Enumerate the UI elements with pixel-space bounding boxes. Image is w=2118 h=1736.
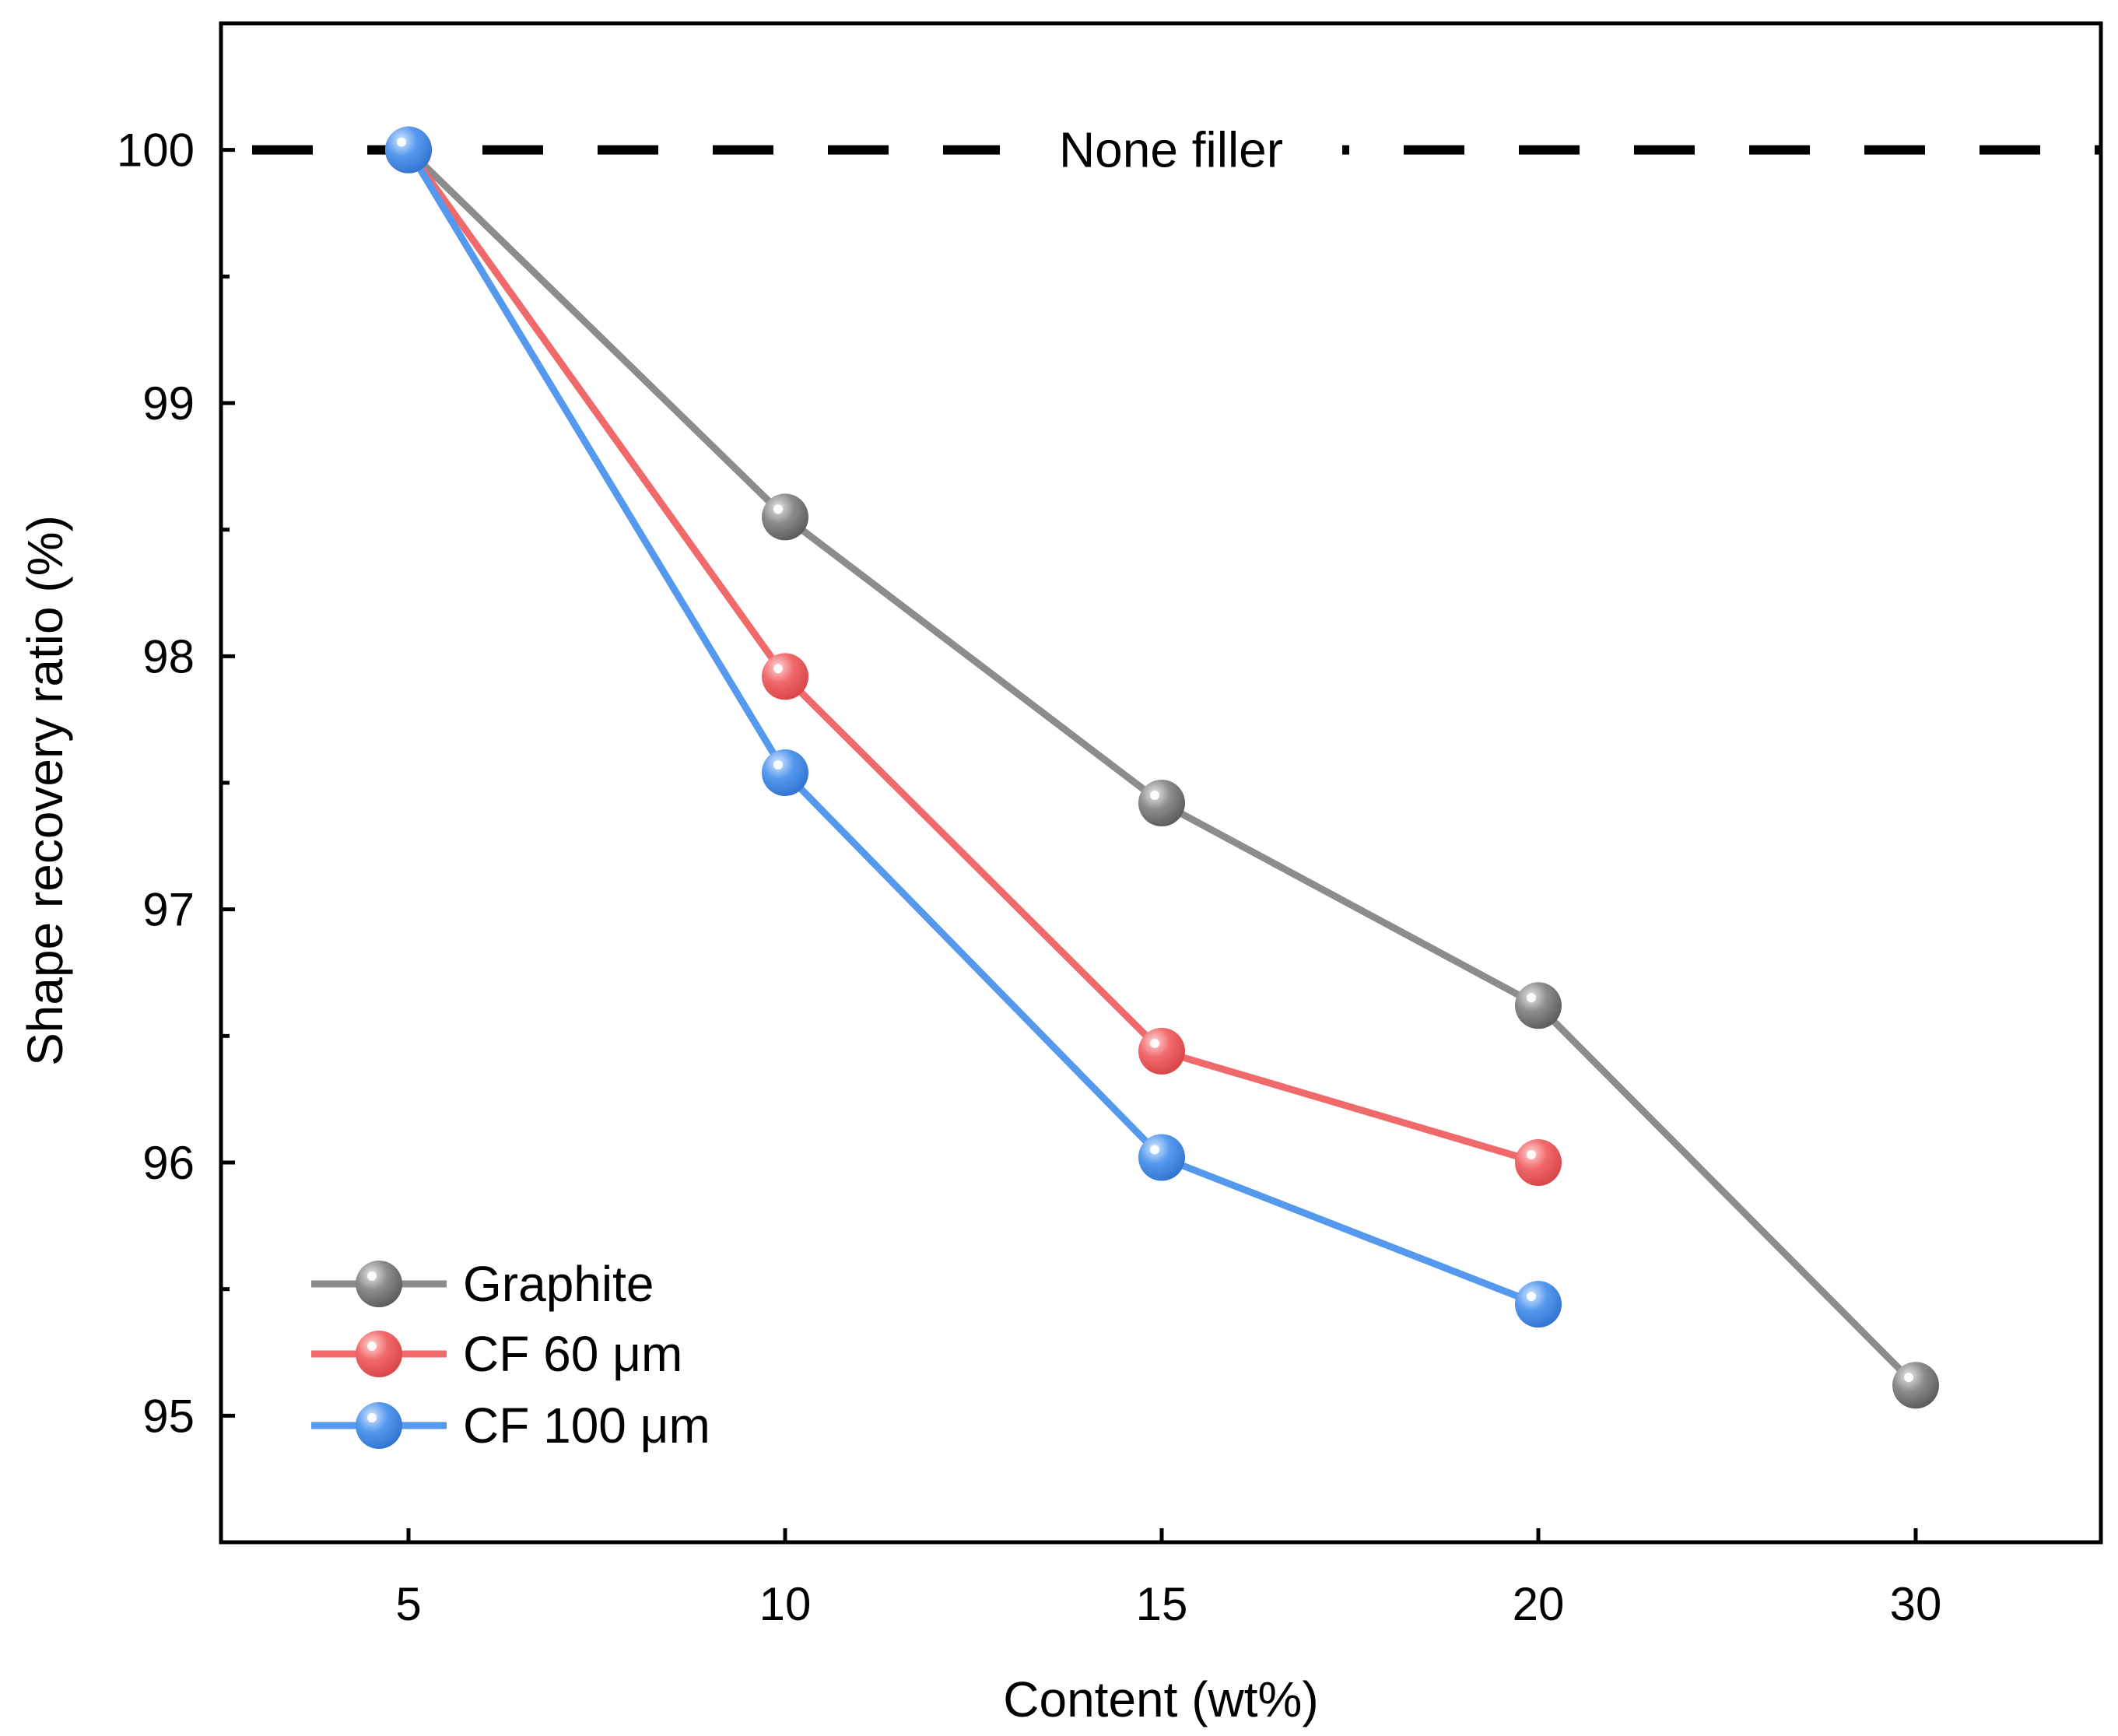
- reference-line-label: None filler: [1059, 122, 1283, 178]
- y-tick-label: 95: [142, 1390, 195, 1442]
- y-axis: 95 96 97 98 99 100: [117, 21, 235, 1545]
- y-tick-label: 97: [142, 884, 195, 936]
- x-tick-label: 15: [1136, 1578, 1188, 1630]
- legend-marker: [356, 1261, 402, 1307]
- data-point: [1892, 1362, 1939, 1409]
- data-point: [1515, 1281, 1562, 1328]
- data-point: [385, 126, 432, 174]
- data-point: [1515, 1139, 1562, 1186]
- x-tick-label: 5: [395, 1578, 421, 1630]
- data-point: [1138, 1027, 1185, 1075]
- x-axis: 5 10 15 20 30: [395, 1528, 1941, 1630]
- y-tick-label: 98: [142, 630, 195, 682]
- legend-marker: [356, 1402, 402, 1449]
- x-tick-label: 10: [759, 1578, 812, 1630]
- series-line-cf-100-m: [405, 148, 1540, 1308]
- data-point: [762, 749, 808, 796]
- legend-label: CF 100 μm: [463, 1398, 710, 1454]
- data-point: [1515, 982, 1562, 1029]
- data-point: [762, 653, 808, 700]
- data-point: [1138, 1134, 1185, 1181]
- y-axis-title: Shape recovery ratio (%): [17, 515, 73, 1066]
- series-line-cf-60-m: [405, 148, 1540, 1166]
- reference-label-background: [1000, 118, 1342, 181]
- x-axis-title: Content (wt%): [1003, 1671, 1318, 1727]
- data-point: [762, 493, 808, 541]
- legend-item-cf-100-m: CF 100 μm: [311, 1398, 710, 1454]
- data-point: [1138, 780, 1185, 827]
- legend-label: CF 60 μm: [463, 1326, 682, 1382]
- y-tick-label: 96: [142, 1137, 195, 1189]
- legend-item-graphite: Graphite: [311, 1256, 654, 1312]
- reference-line-group: None filler: [252, 118, 2101, 181]
- x-tick-label: 20: [1513, 1578, 1565, 1630]
- series-graphite: [385, 126, 1939, 1409]
- series-line-graphite: [405, 147, 1919, 1388]
- y-tick-label: 99: [142, 377, 195, 430]
- y-tick-label: 100: [117, 125, 195, 177]
- series-layer: [385, 126, 1939, 1409]
- series-cf-100-m: [385, 126, 1562, 1328]
- legend: Graphite CF 60 μm CF 100 μm: [311, 1256, 710, 1454]
- x-tick-label: 30: [1890, 1578, 1942, 1630]
- legend-label: Graphite: [463, 1256, 654, 1312]
- legend-marker: [356, 1331, 402, 1377]
- legend-item-cf-60-m: CF 60 μm: [311, 1326, 682, 1382]
